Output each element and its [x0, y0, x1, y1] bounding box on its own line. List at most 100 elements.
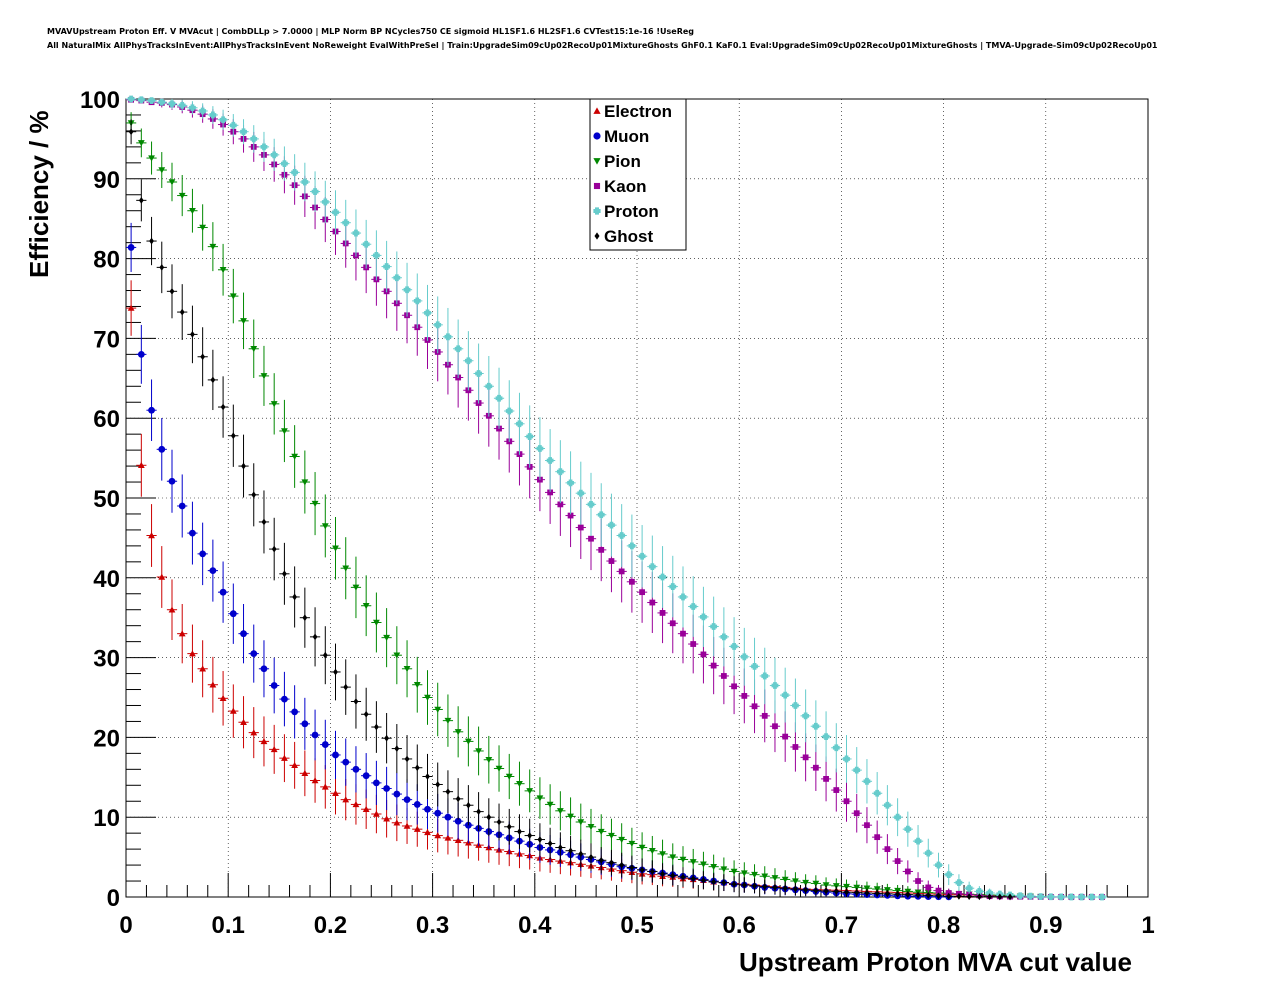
data-point — [895, 890, 900, 898]
data-point — [434, 321, 442, 329]
data-point — [772, 884, 778, 891]
data-point — [844, 888, 849, 896]
data-point — [312, 633, 318, 641]
data-point — [792, 702, 799, 709]
data-point — [975, 888, 983, 895]
data-point — [229, 610, 237, 618]
data-point — [424, 828, 431, 836]
data-point — [424, 805, 431, 813]
y-tick-label: 20 — [93, 725, 120, 752]
data-point — [832, 744, 840, 752]
data-point — [454, 836, 462, 844]
data-point — [955, 879, 963, 887]
data-point — [680, 873, 686, 881]
data-point — [915, 891, 921, 899]
x-tick-label: 0.1 — [212, 912, 245, 939]
data-point — [588, 535, 594, 542]
data-point — [803, 886, 809, 894]
data-point — [1067, 893, 1075, 901]
data-point — [127, 95, 135, 103]
data-point — [261, 518, 267, 526]
data-point — [127, 244, 135, 251]
data-point — [679, 593, 687, 601]
data-point — [158, 573, 166, 580]
data-point — [822, 882, 830, 889]
data-point — [924, 849, 932, 857]
data-point — [241, 462, 246, 470]
data-point — [219, 267, 227, 274]
grid-lines — [126, 99, 1148, 897]
data-point — [505, 407, 513, 415]
data-point — [547, 489, 554, 496]
data-point — [219, 588, 227, 596]
data-point — [291, 169, 299, 176]
data-point — [1027, 892, 1034, 900]
data-point — [209, 681, 217, 688]
data-point — [710, 623, 718, 630]
data-point — [577, 524, 584, 531]
data-point — [628, 542, 636, 550]
data-point — [434, 832, 442, 839]
data-point — [700, 651, 707, 658]
data-point — [281, 695, 288, 703]
data-point — [864, 822, 870, 829]
data-point — [362, 603, 370, 610]
data-point — [648, 847, 656, 855]
data-point — [762, 883, 768, 891]
data-point — [383, 815, 391, 822]
data-point — [464, 357, 472, 365]
data-point — [629, 578, 635, 585]
data-point — [230, 432, 236, 440]
data-point — [352, 584, 360, 591]
data-point — [772, 723, 778, 730]
data-point — [700, 613, 707, 621]
data-point — [209, 243, 217, 251]
data-point — [138, 196, 144, 204]
data-point — [169, 287, 175, 295]
data-point — [260, 373, 268, 380]
data-point — [915, 878, 921, 884]
data-point — [740, 870, 748, 877]
data-point — [556, 468, 564, 476]
legend-marker-electron — [593, 107, 601, 114]
data-point — [956, 892, 962, 900]
data-point — [823, 887, 829, 895]
data-point — [547, 840, 553, 847]
data-point — [689, 603, 697, 610]
data-point — [741, 693, 748, 699]
data-point — [362, 772, 370, 780]
x-tick-labels: 0 0.1 0.2 0.3 0.4 0.5 0.6 0.7 0.8 0.9 1 — [119, 912, 1154, 939]
data-point — [659, 610, 666, 616]
data-point — [240, 718, 247, 725]
data-point — [710, 863, 718, 871]
data-point — [189, 208, 196, 215]
data-point — [649, 599, 656, 606]
data-point — [159, 263, 165, 271]
data-point — [178, 630, 186, 637]
data-point — [526, 433, 534, 440]
data-point — [209, 567, 217, 575]
y-tick-labels: 0 10 20 30 40 50 60 70 80 90 100 — [80, 87, 120, 912]
y-tick-label: 0 — [107, 885, 120, 912]
data-point — [679, 856, 687, 863]
data-point — [301, 479, 309, 486]
data-point — [240, 128, 247, 136]
x-tick-label: 0.3 — [416, 912, 449, 939]
data-point — [321, 523, 329, 530]
data-point — [905, 891, 911, 899]
data-point — [362, 805, 370, 812]
data-point — [751, 662, 758, 670]
data-point — [659, 851, 666, 858]
data-point — [425, 773, 430, 780]
data-point — [383, 785, 391, 792]
data-point — [200, 353, 206, 361]
data-point — [792, 744, 799, 750]
y-tick-label: 30 — [93, 646, 120, 673]
legend: Electron Muon Pion Kaon Proton Ghost — [589, 98, 687, 251]
x-tick-label: 0.6 — [723, 912, 756, 939]
data-point — [741, 881, 747, 889]
data-point — [240, 318, 247, 325]
data-point — [353, 698, 359, 705]
data-point — [904, 868, 911, 875]
data-point — [199, 107, 207, 115]
